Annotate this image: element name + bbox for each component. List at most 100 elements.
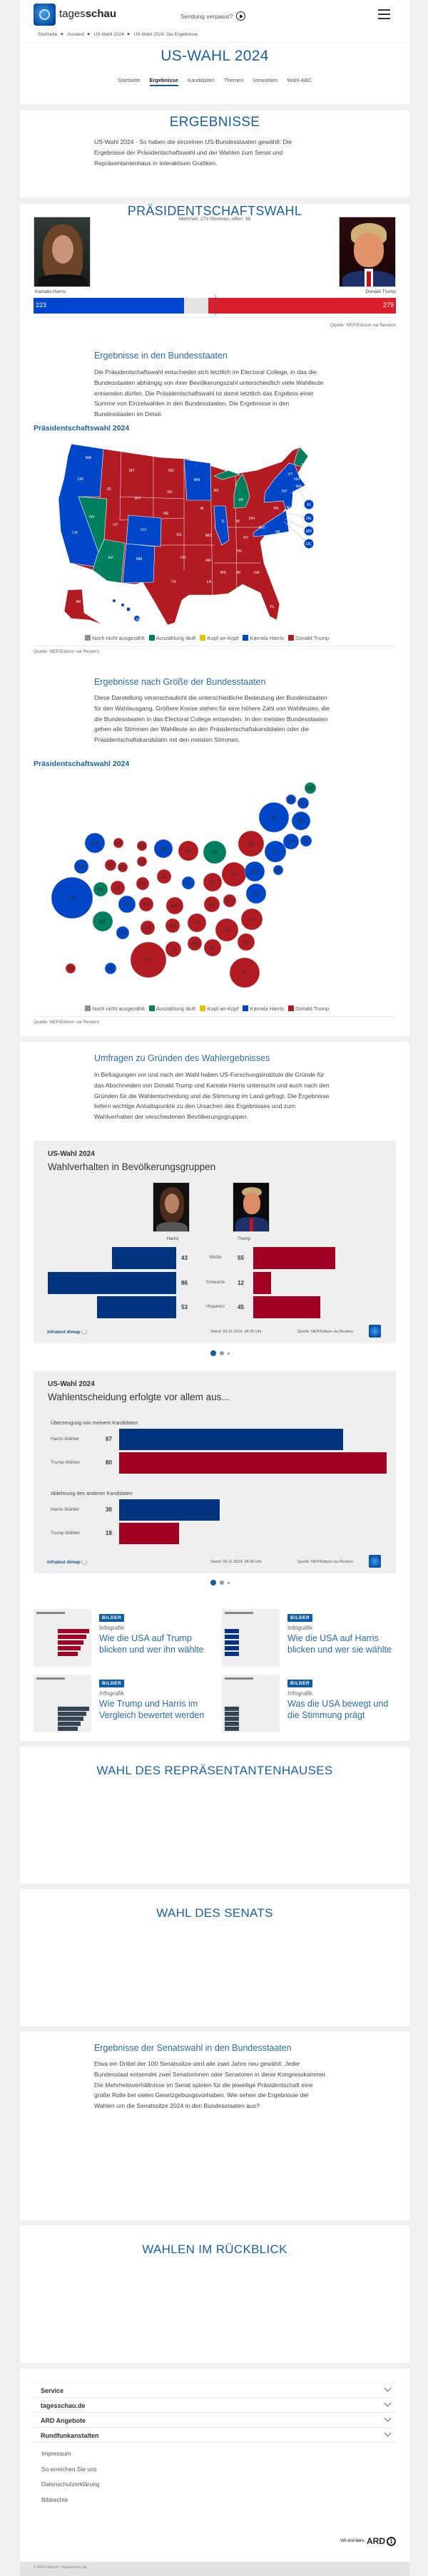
bubble-co[interactable] xyxy=(118,895,136,914)
bubble-in[interactable] xyxy=(203,872,223,892)
footer-accordion-ard-angebote[interactable]: ARD Angebote xyxy=(34,2413,396,2428)
bubble-wy[interactable] xyxy=(117,862,128,873)
map-state-mi[interactable] xyxy=(233,473,250,509)
footer-link-image-rights[interactable]: Bildrechte xyxy=(41,2496,68,2503)
carousel-dot[interactable] xyxy=(220,1581,224,1585)
carousel-dot-active[interactable] xyxy=(210,1350,216,1356)
breadcrumb-item[interactable]: US-Wahl 2024 xyxy=(93,32,124,37)
carousel-dots[interactable] xyxy=(210,1350,230,1356)
breadcrumb-item[interactable]: Startseite xyxy=(38,32,58,37)
infographic-decision[interactable]: US-Wahl 2024 Wahlentscheidung erfolgte v… xyxy=(34,1371,396,1573)
bubble-vt[interactable] xyxy=(285,794,297,805)
map-state-dc[interactable] xyxy=(304,539,314,549)
bubble-tn[interactable] xyxy=(187,913,207,933)
bubble-ca[interactable] xyxy=(51,876,93,919)
bubble-ok[interactable] xyxy=(140,920,156,936)
bubble-az[interactable] xyxy=(92,911,113,932)
bubble-va[interactable] xyxy=(245,883,267,904)
tab-wahl-abc[interactable]: Wahl-ABC xyxy=(287,77,312,83)
carousel-dot[interactable] xyxy=(228,1352,230,1355)
map-state-az[interactable] xyxy=(92,539,126,584)
map-state-md[interactable] xyxy=(304,526,314,536)
map-state-il[interactable] xyxy=(213,505,230,546)
map-state-hi[interactable] xyxy=(113,599,116,602)
bubble-pa[interactable] xyxy=(238,830,265,857)
infographic-demographics[interactable]: US-Wahl 2024 Wahlverhalten in Bevölkerun… xyxy=(34,1141,396,1343)
bubble-hi[interactable] xyxy=(104,962,117,975)
ard-logo[interactable]: Wir sind deins. ARD 1 xyxy=(340,2536,396,2546)
bubble-ct[interactable] xyxy=(282,833,300,850)
bubble-il[interactable] xyxy=(181,876,195,890)
bubble-sc[interactable] xyxy=(237,933,255,951)
bubble-nm[interactable] xyxy=(116,926,130,940)
footer-accordion-service[interactable]: Service xyxy=(34,2383,396,2398)
map-state-mi-upper[interactable] xyxy=(213,470,240,480)
bubble-mn[interactable] xyxy=(153,839,173,859)
carousel-dots[interactable] xyxy=(210,1580,230,1586)
bubble-ia[interactable] xyxy=(156,869,172,884)
bubble-ga[interactable] xyxy=(215,918,239,942)
footer-accordion-rundfunkanstalten[interactable]: Rundfunkanstalten xyxy=(34,2428,396,2443)
teaser-title[interactable]: Wie die USA auf Trump blicken und wer ih… xyxy=(99,1633,204,1655)
map-state-de[interactable] xyxy=(304,513,314,523)
bubble-wv[interactable] xyxy=(223,894,237,908)
map-state-hi[interactable] xyxy=(126,607,131,611)
teaser-infografik[interactable]: BILDER Infografik Was die USA bewegt und d… xyxy=(222,1675,393,1732)
bubble-nj[interactable] xyxy=(264,840,287,863)
bubble-mt[interactable] xyxy=(113,837,124,849)
bubble-nh[interactable] xyxy=(297,797,310,809)
footer-link-contact[interactable]: So erreichen Sie uns xyxy=(41,2466,97,2473)
map-state-hi[interactable] xyxy=(121,604,124,606)
bubble-md[interactable] xyxy=(244,861,265,882)
menu-icon[interactable] xyxy=(378,9,390,19)
bubble-nc[interactable] xyxy=(240,908,263,931)
tagesschau-logo-text[interactable]: tagesschau xyxy=(59,8,117,20)
teaser-infografik[interactable]: BILDER Infografik Wie die USA auf Trump bl… xyxy=(34,1609,205,1667)
bubble-ny[interactable] xyxy=(258,802,290,833)
map-state-co[interactable] xyxy=(126,514,162,547)
map-state-hi[interactable] xyxy=(134,616,140,621)
bubble-de[interactable] xyxy=(272,864,284,876)
bubble-ak[interactable] xyxy=(65,963,76,974)
bubble-id[interactable] xyxy=(104,859,117,871)
bubble-nv[interactable] xyxy=(93,881,108,897)
bubble-wa[interactable] xyxy=(84,832,106,854)
bubble-la[interactable] xyxy=(165,941,182,958)
map-state-nm[interactable] xyxy=(122,543,156,584)
map-state-me[interactable] xyxy=(293,446,309,467)
teaser-title[interactable]: Wie Trump und Harris im Vergleich bewert… xyxy=(99,1699,205,1720)
bubble-mi[interactable] xyxy=(203,840,227,864)
footer-accordion-tagesschau[interactable]: tagesschau.de xyxy=(34,2398,396,2413)
carousel-dot-active[interactable] xyxy=(210,1580,216,1586)
bubble-ms[interactable] xyxy=(187,936,203,951)
carousel-dot[interactable] xyxy=(228,1581,230,1584)
teaser-title[interactable]: Wie die USA auf Harris blicken und wer s… xyxy=(287,1633,392,1655)
bubble-ma[interactable] xyxy=(291,811,311,831)
map-state-mn[interactable] xyxy=(183,459,212,501)
tab-kandidaten[interactable]: Kandidaten xyxy=(187,77,215,83)
teaser-title[interactable]: Was die USA bewegt und die Stimmung präg… xyxy=(287,1699,389,1720)
map-state-northeast[interactable] xyxy=(263,462,306,511)
teaser-infografik[interactable]: BILDER Infografik Wie die USA auf Harris b… xyxy=(222,1609,393,1667)
map-state-ri[interactable] xyxy=(304,500,314,509)
teaser-infografik[interactable]: BILDER Infografik Wie Trump und Harris im … xyxy=(34,1675,205,1732)
bubble-wi[interactable] xyxy=(178,840,199,862)
bubble-ky[interactable] xyxy=(203,896,220,913)
tagesschau-logo-icon[interactable] xyxy=(34,4,56,26)
map-state-ak[interactable] xyxy=(63,589,103,625)
bubble-me[interactable] xyxy=(304,782,317,795)
bubble-sd[interactable] xyxy=(136,856,148,867)
map-state-va[interactable] xyxy=(253,509,290,537)
carousel-dot[interactable] xyxy=(220,1351,224,1355)
tab-vorwahlen[interactable]: Vorwahlen xyxy=(253,77,278,83)
bubble-al[interactable] xyxy=(203,938,222,957)
missed-show-link[interactable]: Sendung verpasst? xyxy=(180,11,246,21)
us-states-map[interactable]: WA OR CA NV ID MT WY UT AZ CO NM ND SD NE KS OK TX MN IA MO… xyxy=(0,0,428,626)
footer-link-impressum[interactable]: Impressum xyxy=(41,2450,71,2457)
bubble-ut[interactable] xyxy=(110,880,126,896)
bubble-ri[interactable] xyxy=(300,834,312,847)
bubble-fl[interactable] xyxy=(229,957,260,988)
footer-link-privacy[interactable]: Datenschutzerklärung xyxy=(41,2481,100,2488)
bubble-tx[interactable] xyxy=(130,941,167,978)
